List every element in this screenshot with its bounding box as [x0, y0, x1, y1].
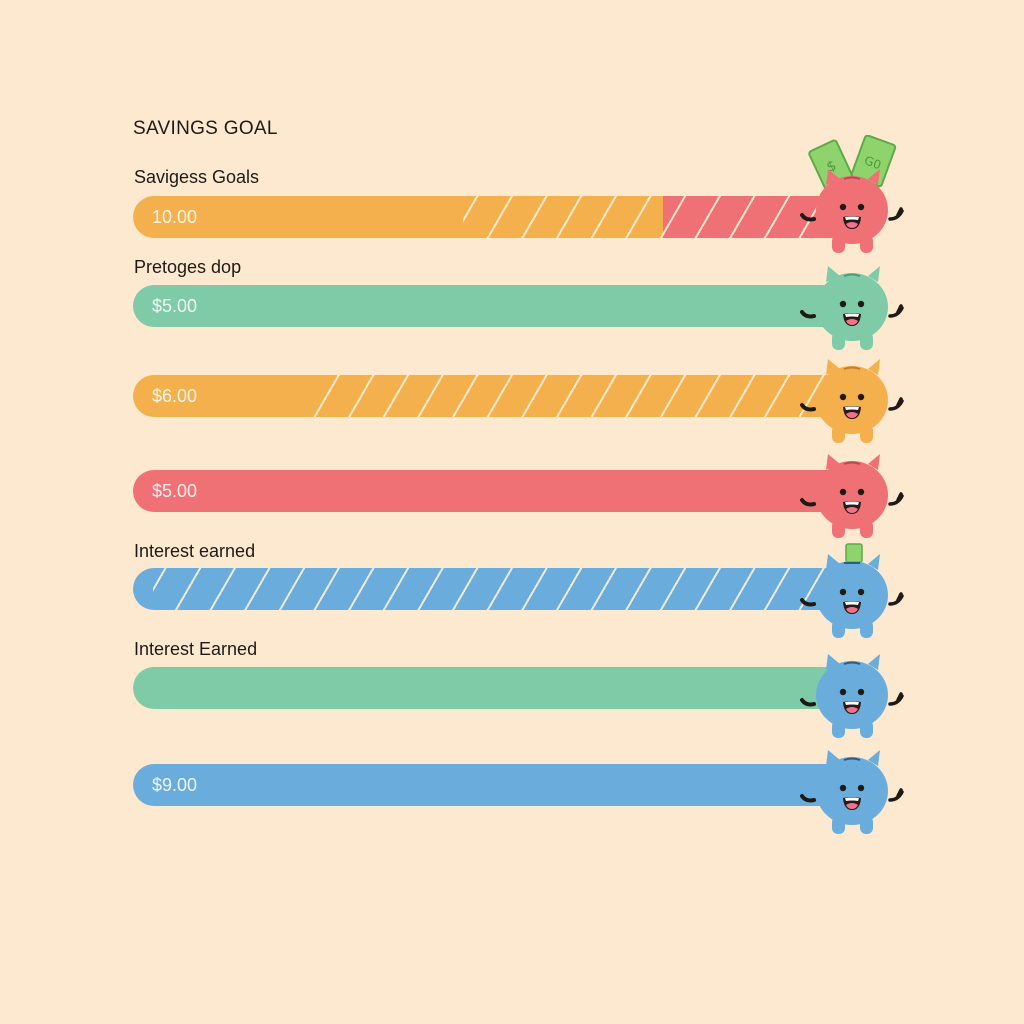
progress-value: 10.00: [152, 207, 198, 227]
orange-piggy-bank-icon: [800, 359, 904, 443]
progress-value: $5.00: [152, 296, 198, 316]
blue-piggy-bank-icon: [800, 750, 904, 834]
red-piggy-bank-icon: [800, 454, 904, 538]
progress-bar-stripes: [463, 196, 833, 238]
progress-bar-interest-earned: [133, 568, 833, 610]
progress-bar-pretoges-dop: $5.00: [133, 285, 833, 327]
progress-bar-orange: $6.00: [133, 375, 833, 417]
row-label-pretoges-dop: Pretoges dop: [134, 257, 242, 277]
progress-bar-interest-earned-2: [133, 667, 833, 709]
row-label-interest-earned-2: Interest Earned: [134, 639, 258, 659]
progress-value: $6.00: [152, 386, 198, 406]
page-title: SAVINGS GOAL: [133, 118, 278, 139]
blue-piggy-bank-icon: [800, 654, 904, 738]
progress-value: $9.00: [152, 775, 198, 795]
svg-text:G0: G0: [862, 153, 883, 172]
row-label-savings-goals: Savigess Goals: [134, 167, 260, 187]
progress-bar-blue: $9.00: [133, 764, 833, 806]
red-piggy-bank-with-cash-icon: $ G0: [800, 135, 904, 253]
blue-piggy-bank-with-cash-icon: [800, 543, 904, 638]
green-piggy-bank-icon: [800, 266, 904, 350]
progress-bar-savings-goals: 10.00: [133, 196, 833, 238]
progress-bar-stripes: [313, 375, 833, 417]
progress-bar-stripes: [153, 568, 833, 610]
row-label-interest-earned: Interest earned: [134, 541, 256, 561]
progress-value: $5.00: [152, 481, 198, 501]
progress-bar-red: $5.00: [133, 470, 833, 512]
